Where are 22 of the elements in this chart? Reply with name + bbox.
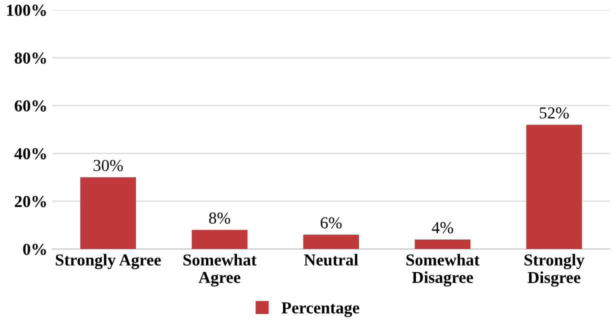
x-tick-label: Neutral bbox=[304, 254, 358, 266]
x-tick-label: Strongly Disgree bbox=[524, 254, 584, 287]
y-tick-label: 80% bbox=[14, 52, 46, 64]
y-tick-label: 20% bbox=[14, 196, 46, 208]
y-tick-label: 60% bbox=[14, 100, 46, 112]
data-label: 52% bbox=[540, 107, 569, 119]
x-tick-label: Somewhat Agree bbox=[183, 254, 257, 287]
bar bbox=[303, 234, 359, 249]
legend-label: Percentage bbox=[282, 302, 360, 317]
bar bbox=[192, 230, 248, 249]
data-label: 4% bbox=[432, 222, 454, 234]
bar bbox=[526, 124, 582, 249]
data-label: 6% bbox=[320, 217, 342, 229]
x-tick-label: Strongly Agree bbox=[56, 254, 161, 270]
y-tick-label: 100% bbox=[7, 4, 46, 16]
data-label: 30% bbox=[94, 160, 123, 172]
y-tick-label: 40% bbox=[14, 148, 46, 160]
bar bbox=[414, 239, 470, 249]
data-label: 8% bbox=[209, 212, 230, 224]
x-tick-label: Somewhat Disagree bbox=[406, 254, 480, 287]
bar bbox=[80, 177, 136, 249]
y-tick-label: 0% bbox=[23, 244, 46, 255]
